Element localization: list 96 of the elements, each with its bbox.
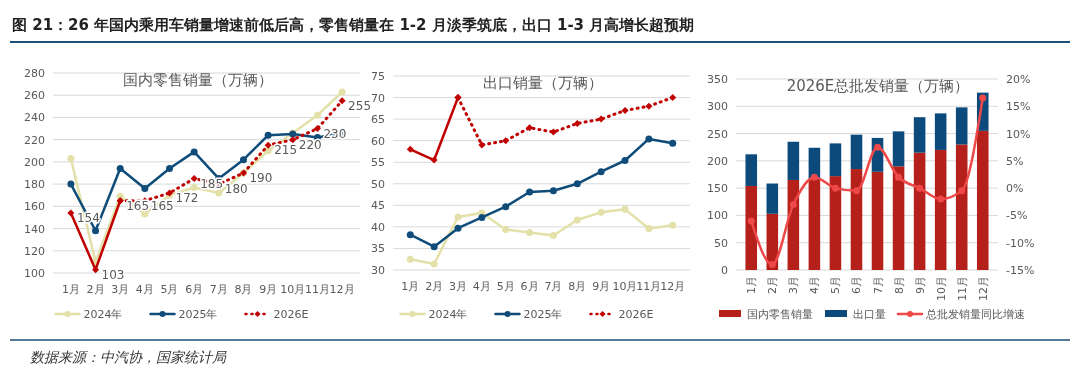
x-tick-label: 1月: [401, 280, 420, 293]
x-tick-label: 11月: [304, 283, 330, 296]
chart-title: 2026E总批发销量（万辆）: [786, 77, 970, 95]
y-tick-label: 65: [371, 113, 385, 127]
y-tick-label: 70: [371, 91, 385, 105]
y-tick-label: 250: [707, 127, 728, 141]
y2-tick-label: 10%: [1006, 127, 1031, 141]
x-tick-label: 12月: [976, 276, 990, 301]
y-tick-label: 50: [714, 236, 728, 250]
x-tick-label: 3月: [111, 283, 130, 296]
y2-tick-label: 15%: [1006, 100, 1031, 114]
x-tick-label: 2月: [86, 283, 105, 296]
y-tick-label: 200: [707, 154, 728, 168]
x-tick-label: 6月: [185, 283, 204, 296]
x-tick-label: 5月: [496, 280, 515, 293]
x-tick-label: 11月: [636, 280, 662, 293]
x-tick-label: 8月: [568, 280, 587, 293]
x-tick-label: 11月: [955, 276, 969, 301]
x-tick-label: 1月: [745, 276, 759, 294]
x-tick-label: 5月: [160, 283, 179, 296]
data-label: 180: [224, 182, 248, 197]
data-label: 165: [150, 198, 174, 213]
data-label: 165: [126, 198, 150, 213]
legend-label: 出口量: [853, 308, 886, 321]
y-tick-label: 160: [24, 200, 45, 214]
legend-label: 2026E: [273, 308, 309, 321]
y-tick-label: 120: [24, 244, 45, 258]
legend-label: 总批发销量同比增速: [925, 308, 1025, 321]
y-tick-label: 75: [371, 70, 385, 83]
y2-tick-label: -15%: [1006, 264, 1035, 277]
y-tick-label: 100: [707, 209, 728, 223]
x-tick-label: 8月: [234, 283, 253, 296]
x-tick-label: 7月: [209, 283, 228, 296]
y-tick-label: 100: [24, 267, 45, 280]
x-tick-label: 3月: [787, 276, 801, 294]
y2-tick-label: 0%: [1006, 182, 1024, 196]
x-tick-label: 7月: [544, 280, 563, 293]
legend-label: 2024年: [428, 308, 468, 321]
y2-tick-label: 5%: [1006, 154, 1024, 168]
x-tick-label: 1月: [61, 283, 80, 296]
y-tick-label: 260: [24, 89, 45, 103]
x-tick-label: 3月: [449, 280, 468, 293]
data-label: 255: [348, 98, 372, 113]
y-tick-label: 140: [24, 222, 45, 236]
x-tick-label: 10月: [280, 283, 306, 296]
x-tick-label: 2月: [766, 276, 780, 294]
data-label: 220: [298, 137, 322, 152]
y2-tick-label: -10%: [1006, 236, 1035, 250]
x-tick-label: 4月: [135, 283, 154, 296]
chart-title: 出口销量（万辆）: [483, 74, 603, 92]
y-tick-label: 280: [24, 67, 45, 80]
y2-tick-label: -5%: [1006, 209, 1028, 223]
x-tick-label: 7月: [871, 276, 885, 294]
x-tick-label: 8月: [892, 276, 906, 294]
y-tick-label: 180: [24, 178, 45, 192]
x-tick-label: 4月: [472, 280, 491, 293]
data-label: 172: [175, 191, 199, 205]
y-tick-label: 35: [371, 242, 385, 256]
data-label: 215: [274, 143, 298, 158]
y-tick-label: 60: [371, 134, 385, 148]
y-tick-label: 50: [371, 177, 385, 191]
data-label: 230: [323, 126, 347, 141]
y-tick-label: 0: [721, 264, 728, 277]
y-tick-label: 45: [371, 199, 385, 213]
y2-tick-label: 20%: [1006, 73, 1031, 86]
y-tick-label: 350: [707, 73, 728, 86]
x-tick-label: 10月: [612, 280, 638, 293]
data-label: 103: [101, 267, 125, 282]
legend-label: 2026E: [618, 308, 654, 321]
data-label: 190: [249, 171, 273, 185]
legend-label: 2024年: [83, 308, 123, 321]
legend-label: 2025年: [523, 308, 563, 321]
x-tick-label: 6月: [850, 276, 864, 294]
y-tick-label: 220: [24, 133, 45, 147]
x-tick-label: 9月: [913, 276, 927, 294]
x-tick-label: 9月: [592, 280, 611, 293]
chart-title: 国内零售销量（万辆）: [123, 71, 273, 89]
x-tick-label: 12月: [660, 280, 686, 293]
x-tick-label: 2月: [425, 280, 444, 293]
y-tick-label: 200: [24, 155, 45, 169]
y-tick-label: 30: [371, 264, 385, 277]
text: 图 21：26 年国内乘用车销量增速前低后高，零售销量在 1-2 月淡季筑底，出口 1-3 月高增长超预期: [12, 16, 695, 34]
legend-label: 国内零售销量: [747, 308, 813, 321]
x-tick-label: 10月: [934, 276, 948, 301]
y-tick-label: 40: [371, 220, 385, 234]
x-tick-label: 12月: [329, 283, 355, 296]
y-tick-label: 150: [707, 182, 728, 196]
x-tick-label: 5月: [829, 276, 843, 294]
x-tick-label: 6月: [520, 280, 539, 293]
y-tick-label: 240: [24, 111, 45, 125]
source-note: 数据来源：中汽协，国家统计局: [30, 349, 227, 365]
x-tick-label: 9月: [259, 283, 278, 296]
y-tick-label: 55: [371, 156, 385, 170]
x-tick-label: 4月: [808, 276, 822, 294]
legend-label: 2025年: [178, 308, 218, 321]
y-tick-label: 300: [707, 100, 728, 114]
